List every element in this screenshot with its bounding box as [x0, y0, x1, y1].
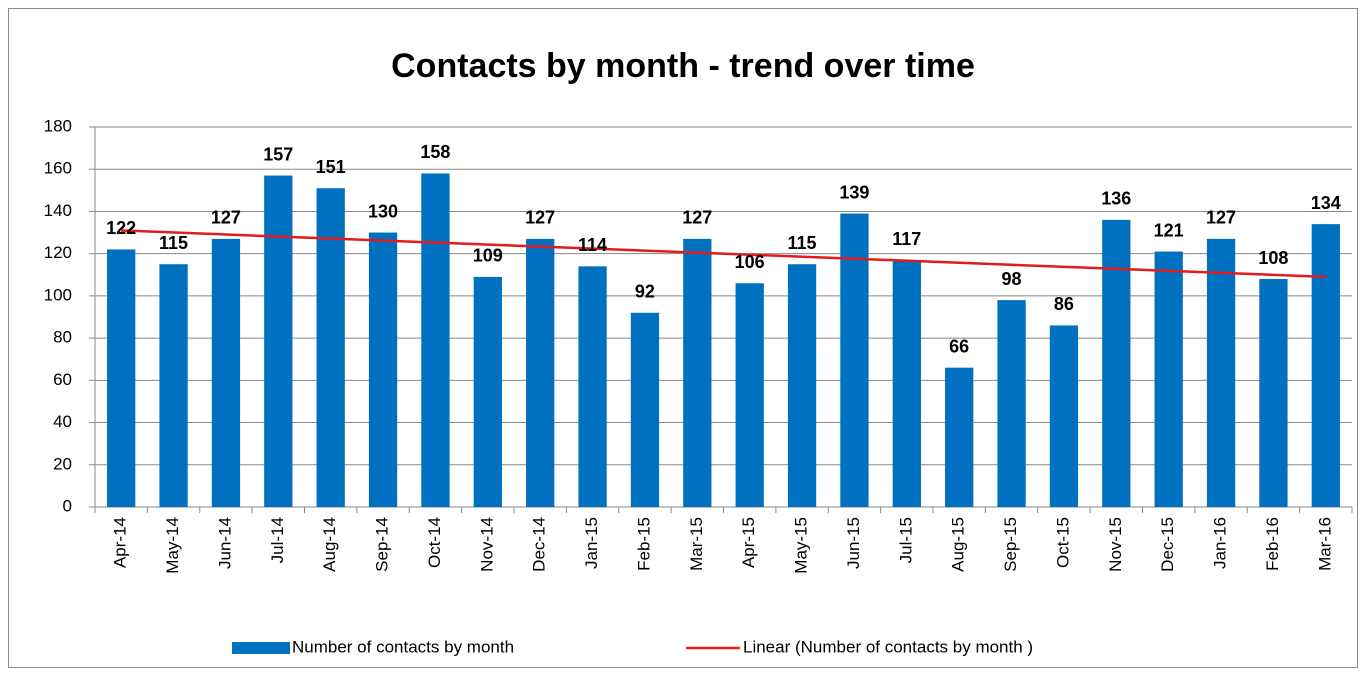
- legend-swatch: [232, 642, 290, 654]
- bar: [421, 173, 450, 507]
- x-tick-label: Sep-15: [1001, 517, 1020, 572]
- x-tick-label: Mar-15: [687, 517, 706, 571]
- bar: [1154, 251, 1183, 507]
- x-tick-label: Nov-15: [1106, 517, 1125, 572]
- legend-label: Number of contacts by month: [292, 637, 514, 656]
- x-tick-label: Sep-14: [373, 517, 392, 572]
- bar: [1049, 325, 1079, 507]
- x-tick-label: Aug-14: [320, 517, 339, 572]
- data-label: 109: [473, 246, 503, 266]
- bar: [1311, 224, 1340, 507]
- data-label: 115: [159, 233, 188, 253]
- x-tick-label: Apr-14: [111, 517, 130, 568]
- chart-title: Contacts by month - trend over time: [391, 47, 975, 85]
- y-tick-label: 60: [53, 370, 72, 389]
- x-tick-label: Dec-14: [530, 517, 549, 572]
- data-label: 66: [949, 336, 969, 356]
- x-tick-label: Dec-15: [1158, 517, 1177, 572]
- y-tick-label: 120: [44, 243, 72, 262]
- bar: [211, 238, 241, 507]
- y-tick-label: 80: [53, 328, 72, 347]
- y-tick-label: 0: [63, 496, 72, 515]
- x-tick-label: Aug-15: [949, 517, 968, 572]
- x-tick-label: Feb-16: [1263, 517, 1282, 571]
- y-tick-label: 160: [44, 159, 72, 178]
- bar: [683, 238, 712, 507]
- bar: [1102, 219, 1131, 507]
- bar: [107, 249, 136, 507]
- bar: [316, 188, 345, 507]
- data-label: 122: [106, 218, 136, 238]
- data-label: 108: [1258, 248, 1288, 268]
- x-tick-label: May-14: [163, 517, 182, 574]
- y-tick-label: 40: [53, 412, 72, 431]
- bar: [787, 264, 817, 507]
- bar: [840, 213, 869, 508]
- bar: [997, 300, 1026, 507]
- data-label: 127: [1206, 208, 1236, 228]
- y-tick-label: 100: [44, 285, 72, 304]
- x-tick-label: Mar-16: [1315, 517, 1334, 571]
- data-label: 106: [735, 252, 765, 272]
- data-label: 157: [263, 144, 293, 164]
- x-tick-label: Oct-15: [1053, 517, 1072, 568]
- data-label: 134: [1311, 193, 1341, 213]
- data-label: 127: [682, 208, 712, 228]
- x-tick-label: Nov-14: [477, 517, 496, 572]
- data-label: 158: [420, 142, 450, 162]
- x-tick-label: Jul-14: [268, 517, 287, 563]
- data-label: 121: [1154, 220, 1184, 240]
- bar: [1206, 238, 1236, 507]
- bar: [473, 276, 502, 507]
- bar: [159, 264, 188, 507]
- x-tick-label: Feb-15: [634, 517, 653, 571]
- x-tick-label: Oct-14: [425, 517, 444, 568]
- data-label: 127: [525, 208, 555, 228]
- bar: [945, 367, 974, 507]
- bar: [578, 266, 607, 507]
- data-label: 86: [1054, 294, 1074, 314]
- bar: [1259, 279, 1288, 507]
- x-tick-label: Jan-16: [1211, 517, 1230, 569]
- x-tick-label: Jul-15: [896, 517, 915, 563]
- x-tick-label: Jan-15: [582, 517, 601, 569]
- x-tick-label: Jun-15: [844, 517, 863, 569]
- bar: [892, 260, 921, 507]
- data-label: 115: [788, 233, 817, 253]
- bar: [526, 238, 555, 507]
- data-label: 127: [211, 208, 241, 228]
- x-tick-label: Apr-15: [739, 517, 758, 568]
- data-label: 136: [1101, 189, 1131, 209]
- data-label: 130: [368, 201, 398, 221]
- data-label: 139: [839, 182, 869, 202]
- y-tick-label: 140: [44, 201, 72, 220]
- bar: [735, 283, 764, 507]
- y-tick-label: 20: [53, 454, 72, 473]
- data-label: 117: [892, 229, 921, 249]
- bar: [630, 312, 660, 507]
- trend-line: [121, 229, 1326, 279]
- data-label: 114: [578, 235, 607, 255]
- data-label: 98: [1002, 269, 1022, 289]
- legend-label: Linear (Number of contacts by month ): [743, 637, 1033, 656]
- x-tick-label: May-15: [792, 517, 811, 574]
- data-label: 92: [635, 282, 655, 302]
- bar: [264, 175, 293, 508]
- bar: [368, 232, 398, 508]
- y-tick-label: 180: [44, 116, 72, 135]
- data-label: 151: [316, 157, 346, 177]
- x-tick-label: Jun-14: [215, 517, 234, 569]
